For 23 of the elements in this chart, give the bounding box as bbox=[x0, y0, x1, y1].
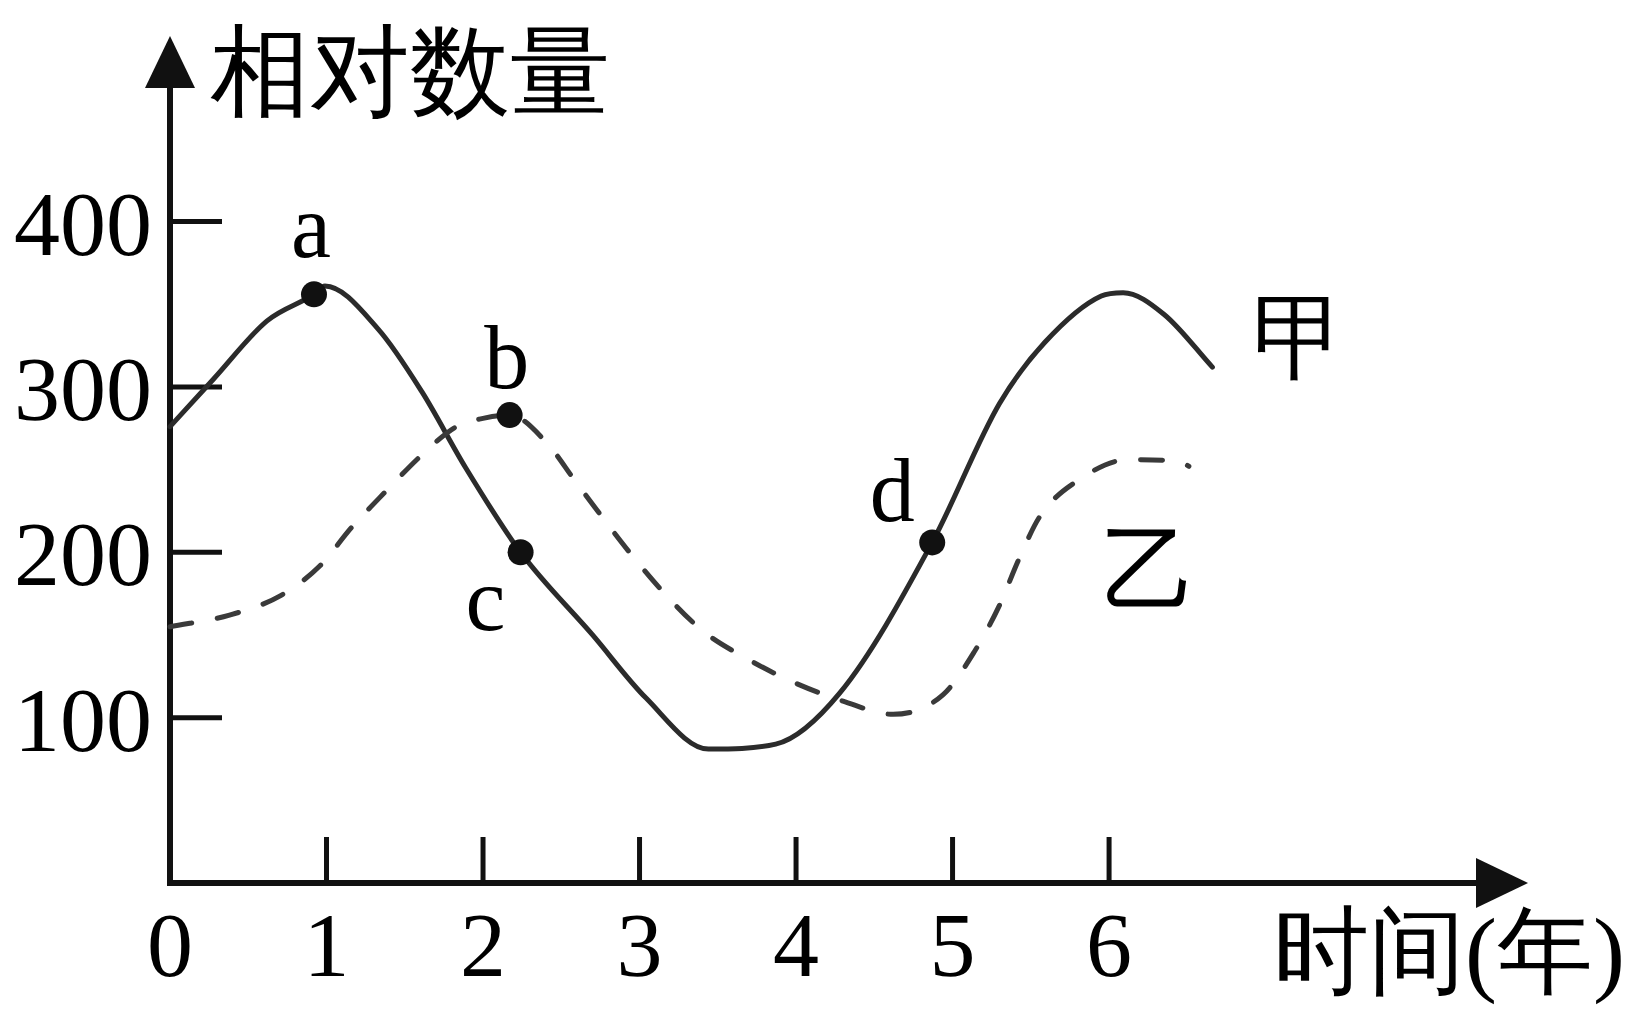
x-tick-label: 6 bbox=[1086, 894, 1133, 996]
x-axis-title: 时间(年) bbox=[1273, 897, 1625, 1005]
annotation: d bbox=[869, 440, 915, 540]
x-tick-label: 0 bbox=[147, 894, 193, 996]
x-tick-label: 5 bbox=[929, 894, 976, 996]
series-label: 乙 bbox=[1101, 518, 1196, 623]
y-tick-label: 300 bbox=[14, 337, 152, 440]
series-label: 甲 bbox=[1252, 286, 1347, 391]
annotation: c bbox=[465, 549, 506, 649]
annotation: b bbox=[484, 307, 530, 407]
y-axis-title: 相对数量 bbox=[210, 16, 610, 128]
point bbox=[919, 529, 946, 556]
point bbox=[496, 402, 523, 429]
point bbox=[300, 281, 327, 308]
annotation: a bbox=[291, 176, 331, 276]
x-tick-label: 3 bbox=[616, 894, 663, 996]
x-tick-label: 1 bbox=[303, 894, 350, 996]
x-tick-label: 2 bbox=[460, 894, 507, 996]
x-tick-label: 4 bbox=[773, 894, 820, 996]
point bbox=[507, 539, 534, 566]
y-tick-label: 100 bbox=[14, 668, 152, 771]
y-tick-label: 200 bbox=[14, 503, 152, 606]
y-tick-label: 400 bbox=[14, 172, 152, 275]
